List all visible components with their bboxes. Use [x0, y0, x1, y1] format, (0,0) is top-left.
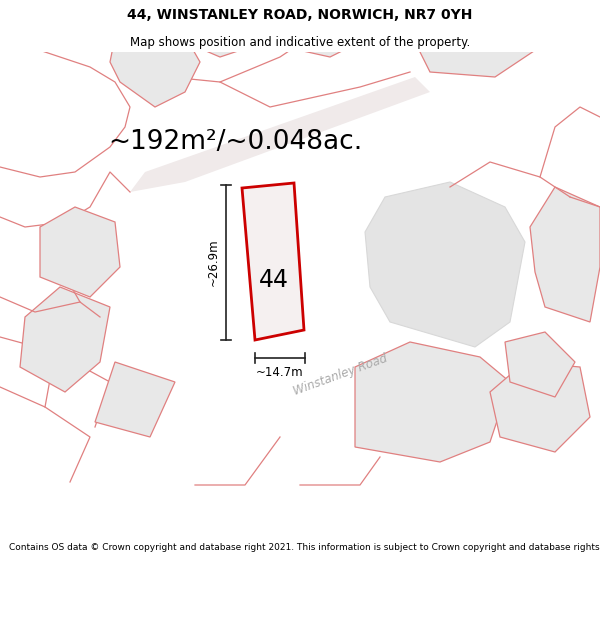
Text: ~14.7m: ~14.7m	[256, 366, 304, 379]
Polygon shape	[490, 362, 590, 452]
Text: ~26.9m: ~26.9m	[206, 239, 220, 286]
Polygon shape	[185, 2, 255, 57]
Polygon shape	[280, 0, 360, 57]
Polygon shape	[445, 12, 520, 67]
Text: 44: 44	[259, 268, 289, 292]
Text: Contains OS data © Crown copyright and database right 2021. This information is : Contains OS data © Crown copyright and d…	[9, 543, 600, 552]
Polygon shape	[242, 183, 304, 340]
Polygon shape	[20, 287, 110, 392]
Text: Map shows position and indicative extent of the property.: Map shows position and indicative extent…	[130, 36, 470, 49]
Text: Winstanley Road: Winstanley Road	[291, 352, 389, 398]
Polygon shape	[40, 207, 120, 297]
Polygon shape	[95, 362, 175, 437]
Polygon shape	[530, 187, 600, 322]
Polygon shape	[130, 77, 430, 192]
Polygon shape	[355, 342, 510, 462]
Text: ~192m²/~0.048ac.: ~192m²/~0.048ac.	[108, 129, 362, 155]
Polygon shape	[110, 17, 200, 107]
Polygon shape	[505, 332, 575, 397]
Polygon shape	[415, 0, 600, 77]
Text: 44, WINSTANLEY ROAD, NORWICH, NR7 0YH: 44, WINSTANLEY ROAD, NORWICH, NR7 0YH	[127, 8, 473, 21]
Polygon shape	[365, 182, 525, 347]
